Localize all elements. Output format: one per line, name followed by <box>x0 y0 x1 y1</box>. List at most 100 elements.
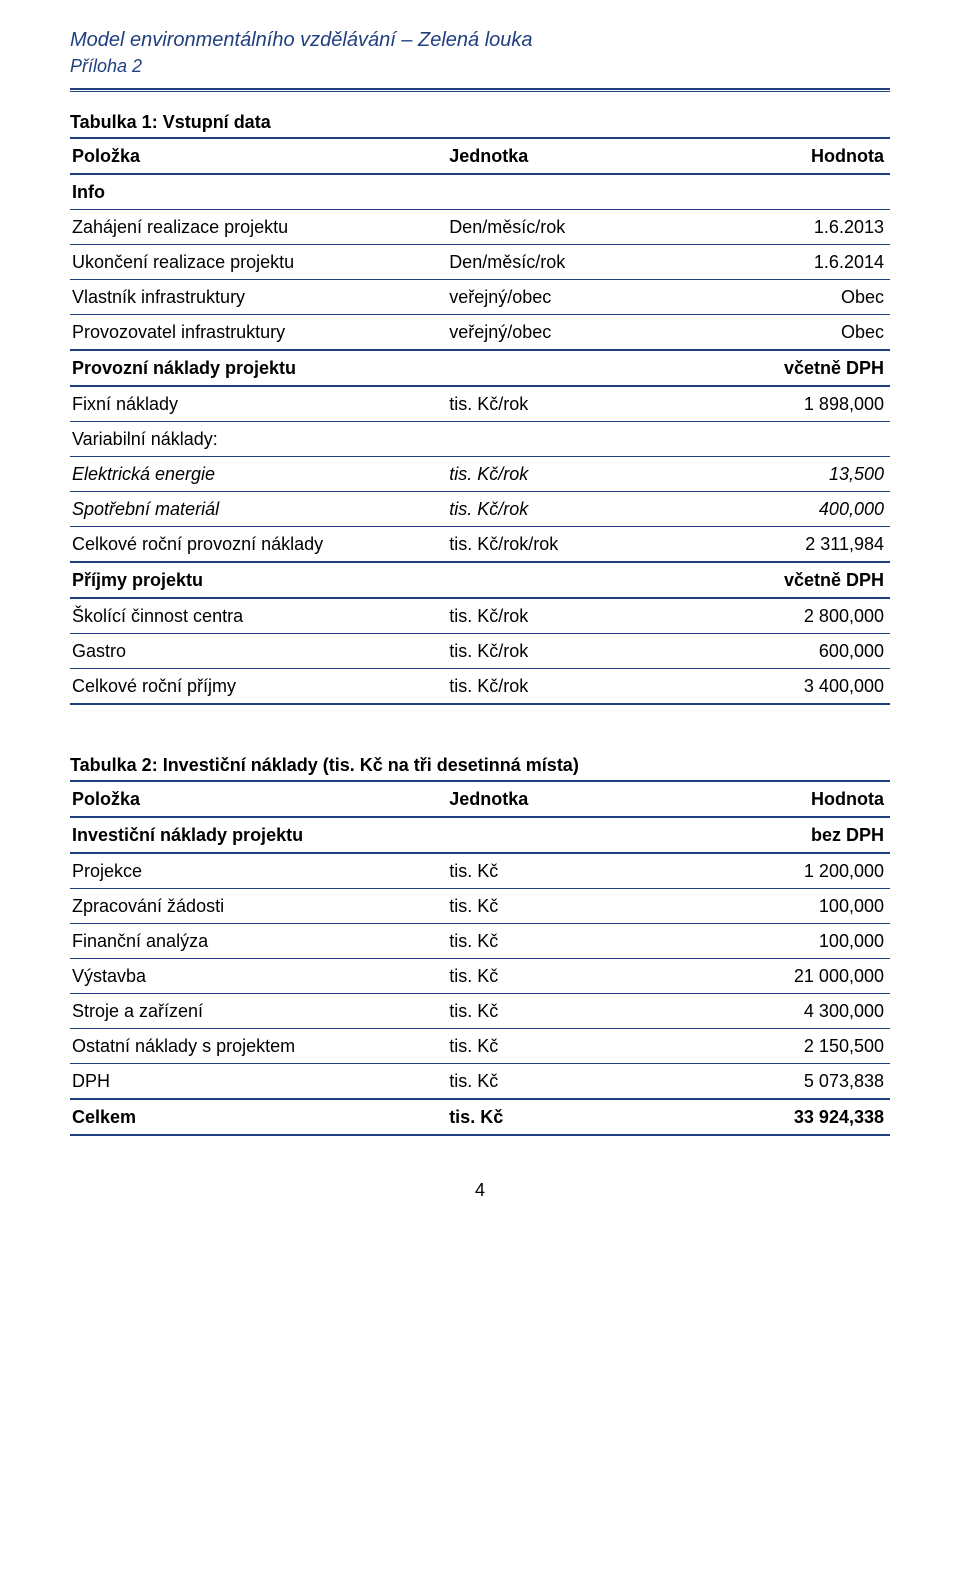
cell-value: 5 073,838 <box>669 1063 890 1099</box>
cell-item: Stroje a zařízení <box>70 993 447 1028</box>
cell-unit: veřejný/obec <box>447 314 668 350</box>
cell-item: Výstavba <box>70 958 447 993</box>
table-row: Stroje a zařízenítis. Kč4 300,000 <box>70 993 890 1028</box>
cell-value: 2 800,000 <box>669 598 890 634</box>
cell-unit: tis. Kč/rok <box>447 598 668 634</box>
cell-unit <box>447 174 668 210</box>
cell-item: Investiční náklady projektu <box>70 817 447 853</box>
cell-value: 13,500 <box>669 456 890 491</box>
cell-value: 600,000 <box>669 633 890 668</box>
cell-item: Variabilní náklady: <box>70 421 447 456</box>
cell-unit: tis. Kč <box>447 1099 668 1135</box>
cell-unit <box>447 350 668 386</box>
table-row: Celkemtis. Kč33 924,338 <box>70 1099 890 1135</box>
table-row: Spotřební materiáltis. Kč/rok400,000 <box>70 491 890 526</box>
cell-item: Celkem <box>70 1099 447 1135</box>
cell-item: Celkové roční provozní náklady <box>70 526 447 562</box>
table-row: Zpracování žádostitis. Kč100,000 <box>70 888 890 923</box>
cell-item: Provozní náklady projektu <box>70 350 447 386</box>
cell-item: Celkové roční příjmy <box>70 668 447 704</box>
cell-unit: tis. Kč/rok <box>447 668 668 704</box>
cell-item: Ostatní náklady s projektem <box>70 1028 447 1063</box>
cell-value: 1 898,000 <box>669 386 890 422</box>
page-number: 4 <box>70 1180 890 1201</box>
cell-value: 400,000 <box>669 491 890 526</box>
table1-title: Tabulka 1: Vstupní data <box>70 112 890 133</box>
cell-value: 100,000 <box>669 888 890 923</box>
table-row: Příjmy projektuvčetně DPH <box>70 562 890 598</box>
cell-unit: veřejný/obec <box>447 279 668 314</box>
table2-title: Tabulka 2: Investiční náklady (tis. Kč n… <box>70 755 890 776</box>
cell-value: 21 000,000 <box>669 958 890 993</box>
cell-value: 100,000 <box>669 923 890 958</box>
cell-item: Finanční analýza <box>70 923 447 958</box>
cell-unit: tis. Kč <box>447 1063 668 1099</box>
cell-value: včetně DPH <box>669 350 890 386</box>
cell-item: Provozovatel infrastruktury <box>70 314 447 350</box>
cell-value: 1 200,000 <box>669 853 890 889</box>
cell-unit: tis. Kč/rok <box>447 491 668 526</box>
table-row: Elektrická energietis. Kč/rok13,500 <box>70 456 890 491</box>
table-row: Gastrotis. Kč/rok600,000 <box>70 633 890 668</box>
table-row: Celkové roční příjmytis. Kč/rok3 400,000 <box>70 668 890 704</box>
cell-value: Hodnota <box>669 138 890 174</box>
cell-unit: Den/měsíc/rok <box>447 244 668 279</box>
cell-value: Hodnota <box>669 781 890 817</box>
table-row: Zahájení realizace projektuDen/měsíc/rok… <box>70 209 890 244</box>
cell-unit: tis. Kč <box>447 888 668 923</box>
cell-item: Ukončení realizace projektu <box>70 244 447 279</box>
cell-unit <box>447 817 668 853</box>
cell-value: Obec <box>669 279 890 314</box>
cell-value <box>669 174 890 210</box>
cell-item: Příjmy projektu <box>70 562 447 598</box>
table-row: Projekcetis. Kč1 200,000 <box>70 853 890 889</box>
cell-item: Položka <box>70 781 447 817</box>
cell-value: Obec <box>669 314 890 350</box>
table-row: Vlastník infrastrukturyveřejný/obecObec <box>70 279 890 314</box>
table2-body: PoložkaJednotkaHodnotaInvestiční náklady… <box>70 781 890 1135</box>
cell-value: 3 400,000 <box>669 668 890 704</box>
table-row: Ukončení realizace projektuDen/měsíc/rok… <box>70 244 890 279</box>
cell-item: Projekce <box>70 853 447 889</box>
cell-item: DPH <box>70 1063 447 1099</box>
cell-item: Školící činnost centra <box>70 598 447 634</box>
cell-value: 33 924,338 <box>669 1099 890 1135</box>
document-header: Model environmentálního vzdělávání – Zel… <box>70 28 890 78</box>
document-title: Model environmentálního vzdělávání – Zel… <box>70 28 890 53</box>
table-row: Celkové roční provozní nákladytis. Kč/ro… <box>70 526 890 562</box>
cell-item: Elektrická energie <box>70 456 447 491</box>
cell-value: 4 300,000 <box>669 993 890 1028</box>
cell-unit: tis. Kč <box>447 958 668 993</box>
table-row: Provozovatel infrastrukturyveřejný/obecO… <box>70 314 890 350</box>
table-row: Variabilní náklady: <box>70 421 890 456</box>
cell-unit: Jednotka <box>447 781 668 817</box>
cell-value: 2 150,500 <box>669 1028 890 1063</box>
table-row: PoložkaJednotkaHodnota <box>70 138 890 174</box>
cell-unit <box>447 421 668 456</box>
table-row: Investiční náklady projektu bez DPH <box>70 817 890 853</box>
cell-unit <box>447 562 668 598</box>
cell-unit: tis. Kč/rok <box>447 456 668 491</box>
cell-unit: tis. Kč/rok/rok <box>447 526 668 562</box>
cell-item: Vlastník infrastruktury <box>70 279 447 314</box>
cell-unit: Jednotka <box>447 138 668 174</box>
cell-value: 2 311,984 <box>669 526 890 562</box>
cell-unit: tis. Kč <box>447 993 668 1028</box>
cell-unit: tis. Kč <box>447 1028 668 1063</box>
table1: PoložkaJednotkaHodnotaInfoZahájení reali… <box>70 137 890 705</box>
document-subtitle: Příloha 2 <box>70 55 890 78</box>
table-row: Výstavbatis. Kč21 000,000 <box>70 958 890 993</box>
cell-value: 1.6.2013 <box>669 209 890 244</box>
table-spacer <box>70 705 890 741</box>
header-rule <box>70 88 890 92</box>
cell-value: bez DPH <box>669 817 890 853</box>
table-row: Ostatní náklady s projektemtis. Kč2 150,… <box>70 1028 890 1063</box>
table-row: Fixní nákladytis. Kč/rok1 898,000 <box>70 386 890 422</box>
cell-unit: tis. Kč <box>447 853 668 889</box>
cell-unit: tis. Kč/rok <box>447 386 668 422</box>
table-row: Finanční analýzatis. Kč100,000 <box>70 923 890 958</box>
table-row: DPHtis. Kč5 073,838 <box>70 1063 890 1099</box>
cell-unit: tis. Kč/rok <box>447 633 668 668</box>
table-row: Info <box>70 174 890 210</box>
cell-item: Zpracování žádosti <box>70 888 447 923</box>
